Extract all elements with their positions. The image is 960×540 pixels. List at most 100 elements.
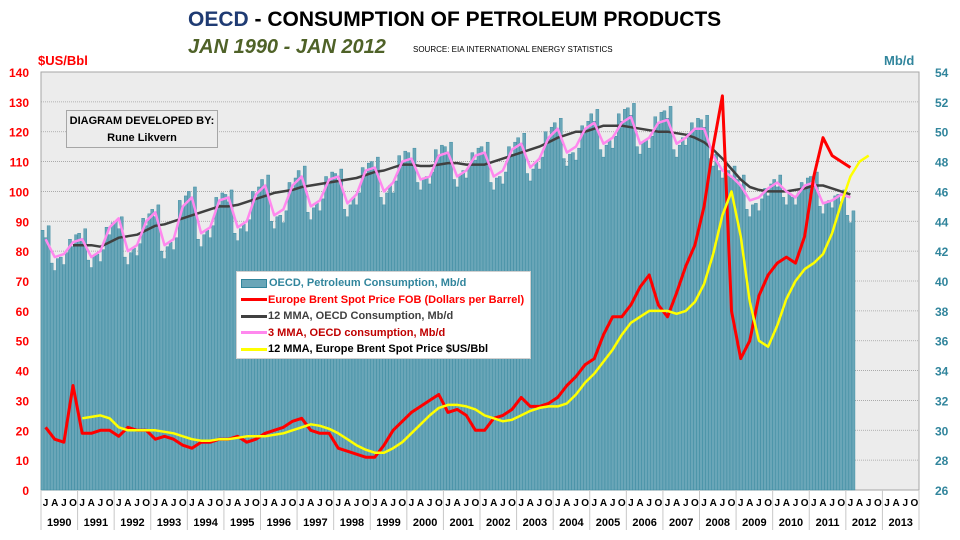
x-tick-month: J: [793, 498, 799, 509]
x-tick-year: 2004: [559, 517, 584, 529]
y-tick-left: 60: [16, 305, 30, 319]
x-tick-month: J: [61, 498, 67, 509]
legend-item-mma12-consumption: 12 MMA, OECD Consumption, Mb/d: [241, 308, 530, 325]
bar: [129, 252, 133, 491]
bar: [174, 237, 179, 491]
bar: [613, 135, 618, 491]
bar: [586, 121, 590, 491]
bar: [71, 246, 75, 491]
bar: [842, 189, 847, 491]
y-tick-right: 30: [935, 424, 949, 438]
series-mma3-consumption: [44, 115, 851, 259]
x-tick-month: J: [262, 498, 268, 509]
bar: [59, 256, 63, 491]
bar: [662, 110, 667, 491]
bar: [95, 253, 100, 491]
bar: [604, 144, 609, 491]
y-tick-right: 36: [935, 335, 949, 349]
x-tick-month: J: [79, 498, 85, 509]
series-mma12-consumption: [73, 124, 851, 248]
bar: [205, 230, 209, 491]
x-tick-year: 1996: [267, 517, 291, 529]
legend-label: 3 MMA, OECD consumption, Mb/d: [268, 326, 446, 339]
y-tick-right: 26: [935, 484, 949, 498]
bar: [531, 168, 536, 491]
y-tick-left: 0: [22, 484, 29, 498]
bar: [714, 153, 718, 491]
y-tick-left: 10: [16, 454, 30, 468]
bar: [784, 204, 789, 491]
bar: [665, 118, 670, 491]
x-tick-year: 2000: [413, 517, 437, 529]
bar: [674, 156, 679, 491]
bar: [208, 237, 212, 491]
bar: [626, 107, 630, 491]
bar: [702, 127, 706, 491]
x-tick-year: 2011: [816, 517, 840, 529]
bar: [684, 144, 688, 491]
legend-label: Europe Brent Spot Price FOB (Dollars per…: [268, 293, 525, 306]
x-tick-month: J: [884, 498, 890, 509]
y-tick-right: 54: [935, 66, 949, 80]
bar: [559, 118, 563, 491]
x-tick-year: 1995: [230, 517, 254, 529]
bar: [729, 177, 734, 491]
bar: [778, 174, 783, 491]
bar: [815, 171, 819, 491]
x-tick-year: 1994: [193, 517, 218, 529]
x-tick-month: A: [673, 498, 680, 509]
bar: [580, 125, 584, 491]
y-tick-right: 28: [935, 454, 949, 468]
bar: [644, 140, 648, 491]
x-tick-year: 2008: [706, 517, 730, 529]
bar: [650, 135, 654, 491]
x-tick-month: J: [829, 498, 835, 509]
x-tick-month: J: [903, 498, 909, 509]
bar: [565, 165, 569, 491]
bar: [217, 204, 222, 491]
legend-item-mma12-brent: 12 MMA, Europe Brent Spot Price $US/Bbl: [241, 341, 530, 358]
x-tick-month: J: [701, 498, 707, 509]
x-tick-month: J: [756, 498, 762, 509]
bar: [101, 249, 106, 491]
y-tick-left: 140: [9, 66, 29, 80]
bar: [117, 228, 121, 491]
x-tick-month: A: [490, 498, 497, 509]
x-tick-month: O: [472, 498, 480, 509]
bar: [620, 121, 624, 491]
bar: [836, 194, 840, 491]
bar: [748, 216, 752, 491]
x-tick-month: J: [592, 498, 598, 509]
x-tick-month: J: [500, 498, 506, 509]
bar: [62, 264, 66, 491]
x-tick-year: 1991: [84, 517, 108, 529]
bar: [763, 188, 767, 491]
y-tick-right: 34: [935, 365, 949, 379]
y-axis-label-right: Mb/d: [884, 53, 915, 68]
x-tick-year: 1993: [157, 517, 181, 529]
y-axis-label-left: $US/Bbl: [38, 53, 88, 68]
legend-swatch-line: [241, 347, 267, 351]
bar: [223, 194, 228, 491]
bar: [577, 147, 581, 491]
x-tick-month: A: [563, 498, 570, 509]
bar: [138, 243, 142, 491]
bar: [796, 192, 801, 491]
x-tick-month: A: [527, 498, 534, 509]
bar: [110, 222, 115, 491]
x-tick-year: 2003: [523, 517, 547, 529]
bar: [202, 234, 206, 491]
bar: [153, 216, 158, 491]
bar: [809, 176, 813, 491]
y-tick-right: 48: [935, 156, 949, 170]
bar: [552, 122, 557, 491]
bar: [199, 246, 203, 491]
x-tick-month: O: [911, 498, 919, 509]
x-tick-month: J: [409, 498, 415, 509]
bar: [601, 156, 606, 491]
x-tick-month: J: [774, 498, 780, 509]
x-tick-month: A: [746, 498, 753, 509]
y-tick-right: 40: [935, 275, 949, 289]
bar: [595, 109, 600, 491]
